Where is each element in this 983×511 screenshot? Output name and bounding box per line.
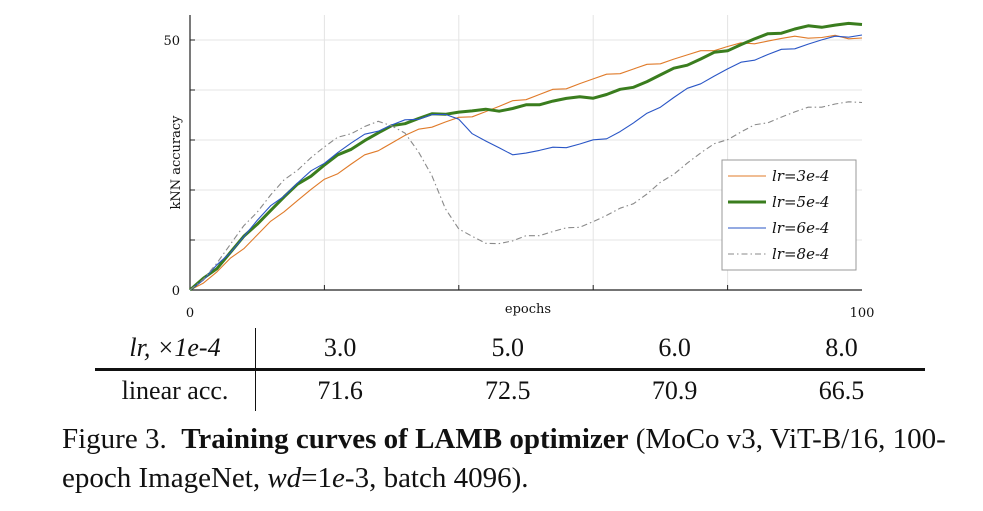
lr-value-cell: 6.0	[591, 328, 759, 371]
legend: lr=3e-4 lr=5e-4 lr=6e-4 lr=8e-4	[721, 159, 857, 271]
table-row-linear-acc: linear acc. 71.6 72.5 70.9 66.5	[95, 369, 925, 411]
figure-caption: Figure 3. Training curves of LAMB optimi…	[62, 420, 962, 498]
x-axis-title: epochs	[505, 302, 551, 317]
series-line-2	[189, 21, 863, 292]
legend-label: lr=3e-4	[772, 167, 830, 185]
x-tick-label: 100	[850, 306, 875, 321]
legend-box	[721, 159, 857, 271]
caption-text-3: -3, batch 4096).	[344, 462, 529, 494]
caption-math-wd: wd	[267, 462, 302, 494]
caption-math-e: e	[332, 462, 345, 494]
linear-acc-value-cell: 72.5	[484, 376, 531, 405]
axes-layer: 0 100 0 50 epochs kNN accuracy	[163, 15, 874, 321]
y-axis-title: kNN accuracy	[169, 115, 184, 210]
linear-acc-value-cell: 71.6	[317, 376, 363, 405]
lr-header-cell: lr, ×1e-4	[95, 328, 256, 371]
x-tick-label: 0	[186, 306, 194, 321]
series-line-3	[189, 34, 863, 291]
caption-title: Training curves of LAMB optimizer	[181, 423, 629, 455]
legend-label: lr=5e-4	[772, 193, 830, 211]
legend-label: lr=8e-4	[772, 245, 830, 263]
linear-acc-value-cell: 66.5	[818, 376, 865, 405]
series-layer	[189, 21, 863, 292]
legend-label: lr=6e-4	[772, 219, 830, 237]
linear-acc-header-cell: linear acc.	[95, 369, 256, 411]
lr-value-cell: 5.0	[424, 328, 592, 371]
y-tick-label: 50	[163, 34, 180, 49]
linear-acc-value-cell: 70.9	[651, 376, 698, 405]
table-row-lr: lr, ×1e-4 3.0 5.0 6.0 8.0	[95, 328, 925, 371]
series-line-1	[189, 34, 863, 291]
knn-accuracy-chart: 0 100 0 50 epochs kNN accuracy lr=3e-4 lr=5e-4…	[163, 15, 874, 321]
lr-value-cell: 8.0	[758, 328, 925, 371]
learning-rate-table: lr, ×1e-4 3.0 5.0 6.0 8.0 linear acc. 71…	[95, 328, 925, 411]
caption-text-1: (MoCo v3, ViT-B/16, 100-epoch ImageNet,	[62, 423, 946, 494]
caption-text-2: =1	[301, 462, 333, 494]
caption-label: Figure 3.	[62, 423, 167, 455]
lr-value-cell: 3.0	[255, 328, 425, 371]
y-tick-label: 0	[172, 284, 180, 299]
